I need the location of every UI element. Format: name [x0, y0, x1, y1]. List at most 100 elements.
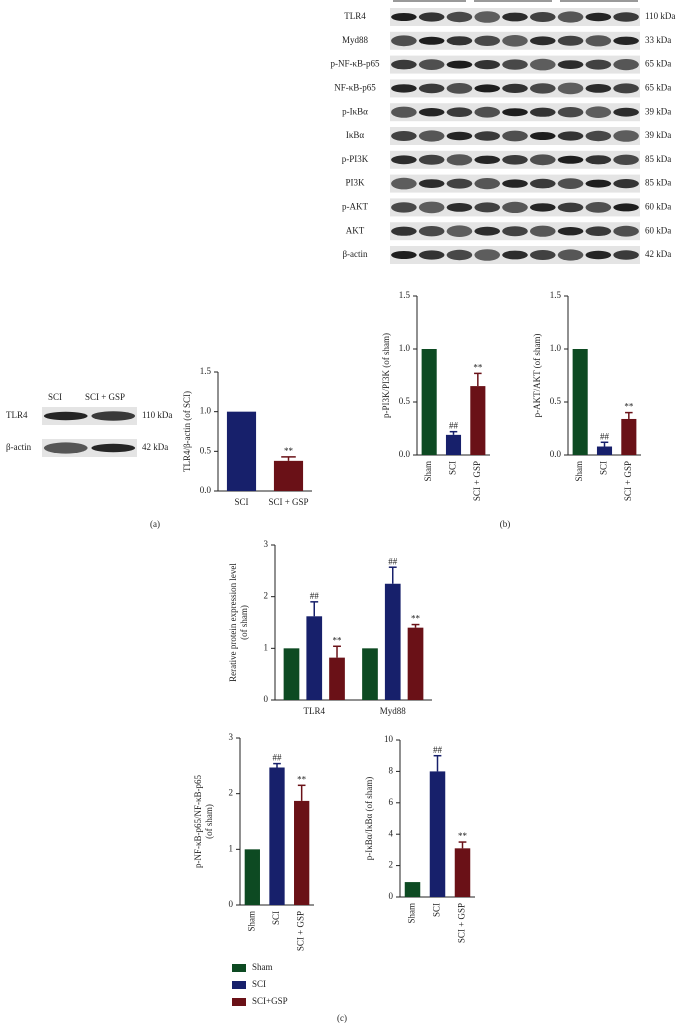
blot-band [446, 178, 473, 189]
blot-band [502, 179, 528, 188]
blot-band [613, 12, 639, 22]
y-tick-label: 3 [264, 539, 269, 549]
blot-size: 39 kDa [645, 106, 671, 116]
blot-size: 110 kDa [645, 11, 675, 21]
significance-mark: ## [600, 431, 610, 441]
blot-size: 42 kDa [645, 249, 671, 259]
blot-band [391, 13, 417, 21]
blot-band [613, 225, 639, 237]
y-tick-label: 0 [264, 694, 269, 704]
blot-band [43, 442, 88, 454]
blot-label: IκBα [346, 130, 365, 140]
y-tick-label: 0.5 [399, 396, 411, 406]
blot-band [418, 179, 445, 189]
blot-band [613, 130, 639, 142]
bar [429, 771, 446, 897]
blot-band [530, 132, 556, 140]
bar [273, 460, 304, 491]
x-tick-label: Sham [423, 461, 433, 482]
blot-band [585, 179, 612, 188]
blot-band [557, 107, 584, 118]
y-axis-label: Rerative protein expression level [228, 563, 238, 682]
blot-band [418, 12, 445, 22]
blot-band [530, 12, 556, 22]
blot-band [613, 250, 639, 260]
blot-label: TLR4 [6, 410, 28, 420]
blot-label: p-NF-κB-p65 [330, 59, 380, 69]
blot-band [418, 83, 445, 94]
blot-band [474, 226, 500, 236]
y-tick-label: 1 [264, 642, 269, 652]
y-tick-label: 1 [229, 843, 234, 853]
blot-label: NF-κB-p65 [334, 82, 376, 92]
blot-band [585, 12, 612, 22]
blot-band [530, 36, 556, 46]
significance-mark: ** [624, 402, 634, 412]
blot-band [585, 226, 612, 236]
legend-label: SCI+GSP [252, 996, 288, 1006]
x-tick-label: SCI [599, 461, 609, 475]
y-axis-label: p-NF-κB-p65/NF-κB-p65 [193, 774, 203, 868]
legend-swatch [232, 998, 246, 1006]
y-tick-label: 0 [389, 891, 394, 901]
blot-band [530, 203, 556, 212]
y-axis-label: TLR4/β-actin (of SCI) [182, 391, 192, 472]
x-tick-label: SCI + GSP [457, 903, 467, 943]
x-tick-label: SCI + GSP [472, 461, 482, 501]
bar [445, 434, 462, 455]
blot-label: β-actin [342, 249, 368, 259]
lane-label: SCI [48, 392, 62, 402]
blot-band [391, 202, 417, 213]
blot-band [502, 250, 528, 260]
x-tick-label: SCI + GSP [623, 461, 633, 501]
bar [384, 583, 401, 700]
bar [454, 848, 471, 897]
blot-band [502, 59, 528, 70]
significance-mark: ## [388, 556, 398, 566]
blot-band [446, 83, 473, 94]
blot-band [585, 35, 612, 47]
blot-band [613, 203, 639, 212]
blot-band [557, 82, 584, 95]
panel-label: (b) [500, 519, 511, 529]
blot-band [474, 60, 500, 70]
panel-label: (a) [150, 519, 160, 529]
y-tick-label: 1.5 [200, 366, 212, 376]
blot-band [391, 131, 417, 141]
blot-band [557, 131, 584, 141]
blot-band [391, 226, 417, 236]
blot-band [418, 201, 445, 214]
significance-mark: ** [284, 446, 294, 456]
blot-band [530, 83, 556, 94]
blot-band [391, 177, 417, 190]
bar [470, 386, 486, 455]
blot-band [474, 178, 500, 190]
blot-band [585, 155, 612, 165]
y-axis-label: (of sham) [204, 804, 214, 839]
significance-mark: ** [411, 614, 421, 624]
blot-band [557, 249, 584, 261]
bar [329, 657, 345, 700]
blot-band [446, 131, 473, 141]
blot-label: TLR4 [344, 11, 366, 21]
blot-size: 85 kDa [645, 154, 671, 164]
significance-mark: ## [433, 745, 443, 755]
blot-band [446, 36, 473, 46]
blot-band [391, 155, 417, 165]
blot-band [418, 59, 445, 70]
y-tick-label: 0.0 [550, 449, 562, 459]
blot-band [446, 249, 473, 261]
y-tick-label: 0.5 [550, 396, 562, 406]
blot-band [446, 203, 473, 212]
blot-band [557, 155, 584, 164]
y-tick-label: 0 [229, 899, 234, 909]
x-tick-label: Sham [574, 461, 584, 482]
bar [404, 882, 421, 897]
y-tick-label: 3 [229, 732, 234, 742]
bar [407, 627, 424, 700]
blot-band [502, 201, 528, 213]
x-tick-label: Sham [246, 911, 256, 932]
x-tick-label: Myd88 [380, 706, 407, 716]
x-tick-label: Sham [407, 903, 417, 924]
